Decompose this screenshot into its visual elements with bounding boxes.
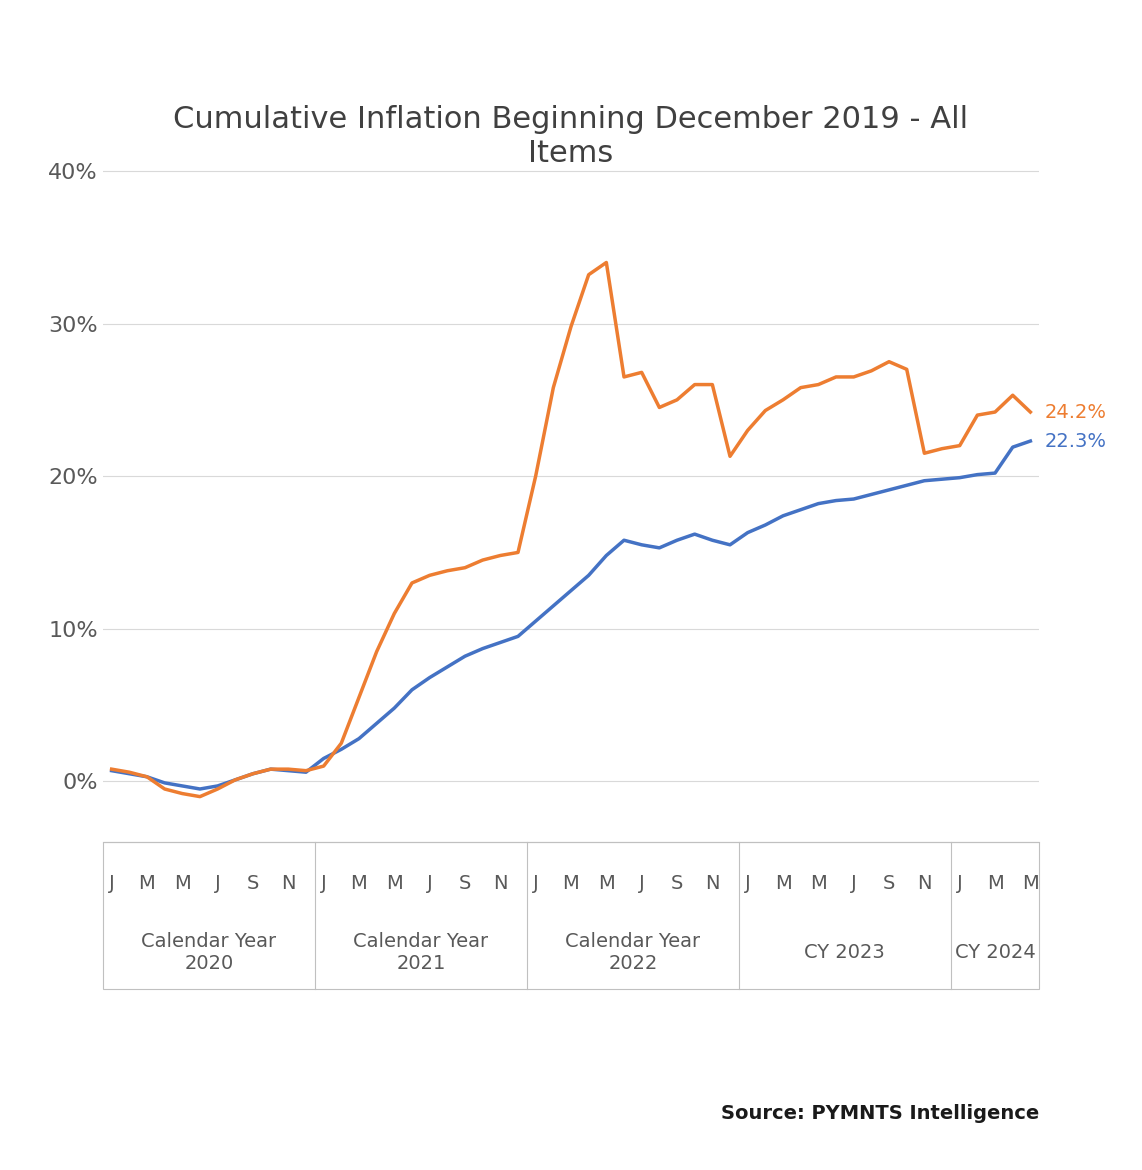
Text: Cumulative Inflation Beginning December 2019 - All
Items: Cumulative Inflation Beginning December … (174, 105, 968, 168)
Text: N: N (705, 874, 719, 893)
Text: S: S (883, 874, 895, 893)
Text: J: J (638, 874, 644, 893)
Text: M: M (386, 874, 403, 893)
Text: M: M (174, 874, 191, 893)
Text: N: N (917, 874, 932, 893)
Text: J: J (108, 874, 114, 893)
Text: J: J (957, 874, 963, 893)
Text: M: M (810, 874, 827, 893)
Text: M: M (351, 874, 368, 893)
Text: 22.3%: 22.3% (1045, 432, 1107, 450)
Text: J: J (533, 874, 539, 893)
Text: J: J (851, 874, 856, 893)
Text: CY 2024: CY 2024 (955, 943, 1036, 962)
Text: J: J (321, 874, 327, 893)
Text: Calendar Year
2020: Calendar Year 2020 (142, 931, 276, 972)
Text: Source: PYMNTS Intelligence: Source: PYMNTS Intelligence (721, 1104, 1039, 1123)
Text: CY 2023: CY 2023 (804, 943, 885, 962)
Text: M: M (987, 874, 1004, 893)
Text: N: N (493, 874, 507, 893)
Text: Calendar Year
2021: Calendar Year 2021 (353, 931, 489, 972)
Text: N: N (281, 874, 296, 893)
Text: S: S (459, 874, 472, 893)
Text: Calendar Year
2022: Calendar Year 2022 (565, 931, 700, 972)
Text: M: M (1022, 874, 1039, 893)
Text: S: S (670, 874, 683, 893)
Text: 24.2%: 24.2% (1045, 402, 1107, 421)
Text: J: J (427, 874, 433, 893)
Text: M: M (598, 874, 614, 893)
Text: M: M (774, 874, 791, 893)
Text: J: J (215, 874, 220, 893)
Text: M: M (563, 874, 579, 893)
Text: S: S (247, 874, 259, 893)
Text: J: J (745, 874, 750, 893)
Text: M: M (138, 874, 155, 893)
